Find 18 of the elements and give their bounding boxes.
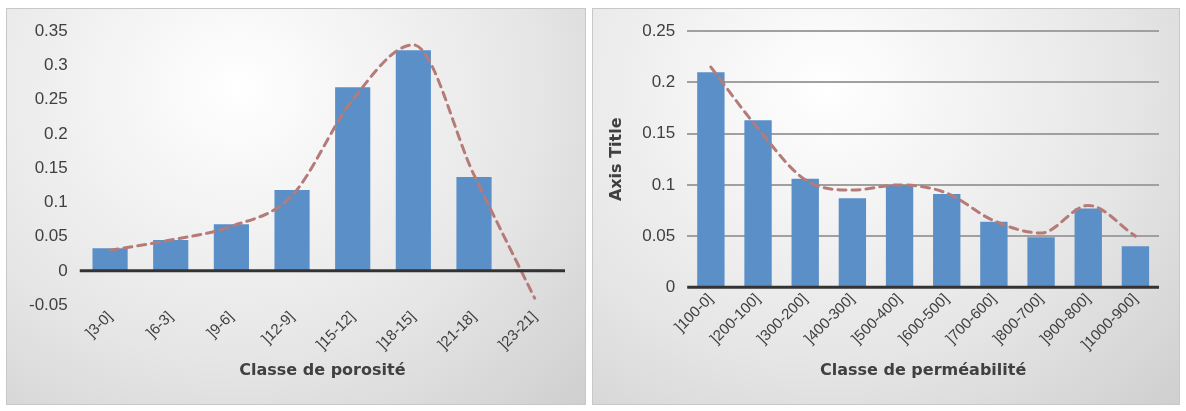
y-tick-label: -0.05 [29, 294, 68, 314]
y-axis-title: Axis Title [605, 117, 625, 202]
x-axis-title: Classe de porosité [239, 359, 406, 379]
y-tick-label: 0.25 [642, 20, 676, 40]
y-tick-label: 0 [665, 277, 676, 297]
y-tick-label: 0.3 [44, 55, 68, 75]
y-tick-label: 0.2 [651, 72, 676, 92]
y-tick-label: 0.05 [34, 226, 68, 246]
y-tick-label: 0.1 [44, 192, 68, 212]
y-tick-label: 0.05 [642, 225, 676, 245]
y-tick-label: 0 [58, 260, 68, 280]
y-tick-label: 0.15 [34, 157, 68, 177]
x-axis-title: Classe de perméabilité [819, 359, 1027, 379]
y-tick-label: 0.15 [642, 123, 676, 143]
y-tick-label: 0.25 [34, 89, 68, 109]
y-tick-label: 0.1 [651, 174, 676, 194]
y-tick-label: 0.35 [34, 20, 68, 40]
y-tick-label: 0.2 [44, 123, 68, 143]
